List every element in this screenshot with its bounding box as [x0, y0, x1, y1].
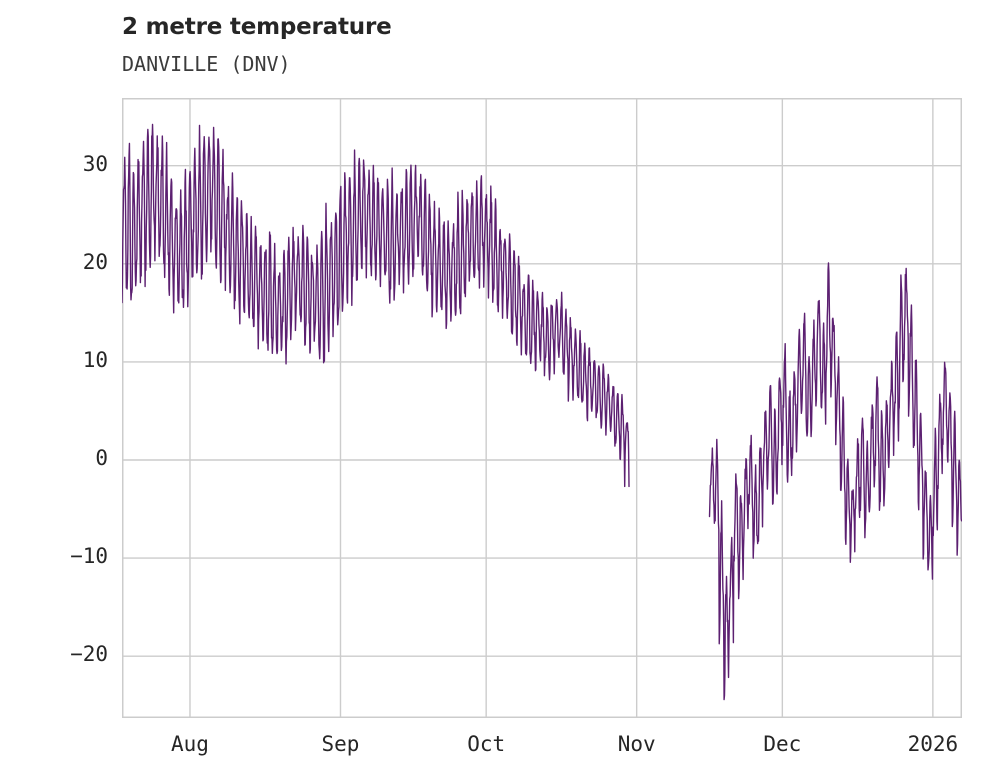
plot-frame: [122, 98, 962, 718]
series-line-winter-segment: [708, 262, 962, 701]
data-series-layer: [122, 123, 962, 701]
grid-lines: [122, 98, 962, 718]
y-tick-label: 0: [95, 445, 108, 470]
y-tick-label: −10: [70, 544, 108, 569]
y-tick-label: 10: [82, 347, 108, 372]
y-tick-label: 30: [82, 151, 108, 176]
chart-title: 2 metre temperature: [122, 14, 392, 40]
x-tick-label: Oct: [467, 732, 506, 756]
chart-subtitle: DANVILLE (DNV): [122, 52, 291, 76]
x-tick-label: Nov: [617, 732, 656, 756]
y-tick-label: 20: [82, 249, 108, 274]
x-tick-label: Sep: [321, 732, 360, 756]
x-tick-label: Aug: [171, 732, 209, 756]
x-tick-label: Dec: [763, 732, 802, 756]
y-tick-label: −20: [70, 642, 108, 667]
plot-area: [122, 98, 962, 718]
plot-canvas: [122, 98, 962, 718]
x-tick-label: 2026: [907, 732, 959, 756]
series-line-autumn-segment: [122, 123, 630, 488]
